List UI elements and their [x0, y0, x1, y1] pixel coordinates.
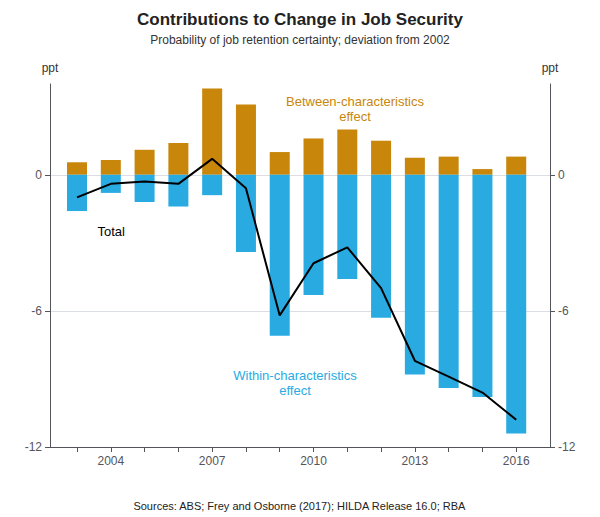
svg-text:-6: -6 [558, 304, 569, 318]
svg-text:Total: Total [98, 224, 126, 239]
svg-text:Probability of job retention c: Probability of job retention certainty; … [150, 33, 450, 47]
svg-text:-12: -12 [558, 440, 576, 454]
svg-text:2007: 2007 [199, 454, 226, 468]
svg-text:0: 0 [558, 168, 565, 182]
svg-text:Within-characteristics: Within-characteristics [233, 368, 357, 383]
svg-text:2013: 2013 [402, 454, 429, 468]
svg-text:-6: -6 [31, 304, 42, 318]
svg-text:-12: -12 [25, 440, 43, 454]
svg-text:2010: 2010 [300, 454, 327, 468]
svg-text:effect: effect [339, 109, 371, 124]
svg-text:ppt: ppt [542, 61, 559, 75]
svg-text:ppt: ppt [42, 61, 59, 75]
svg-text:Contributions to Change in Job: Contributions to Change in Job Security [137, 10, 463, 29]
svg-text:Between-characteristics: Between-characteristics [286, 94, 424, 109]
svg-text:2004: 2004 [97, 454, 124, 468]
svg-text:2016: 2016 [503, 454, 530, 468]
svg-text:effect: effect [279, 383, 311, 398]
svg-text:0: 0 [35, 168, 42, 182]
svg-text:Sources: ABS; Frey and Osborne: Sources: ABS; Frey and Osborne (2017); H… [133, 500, 466, 512]
